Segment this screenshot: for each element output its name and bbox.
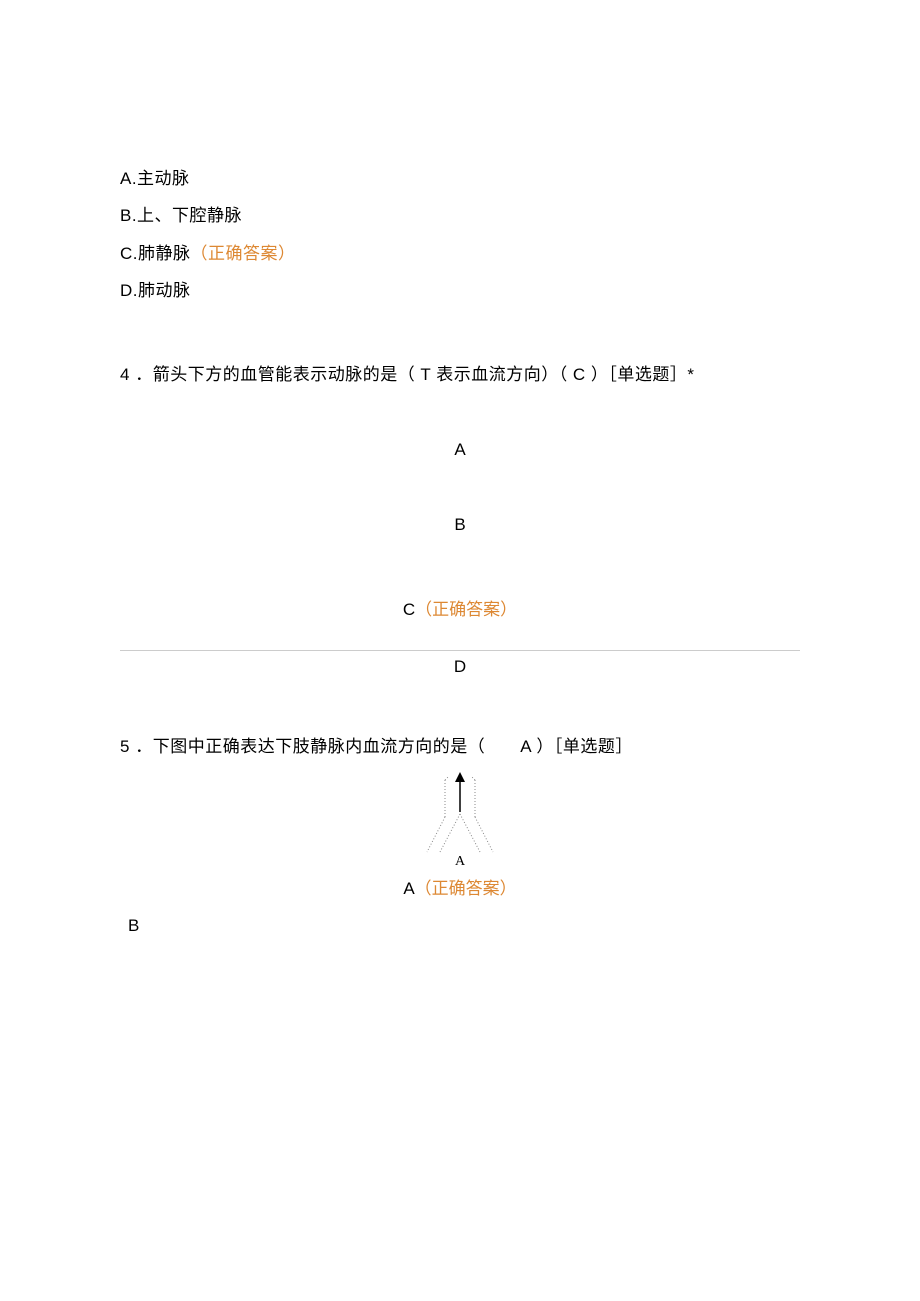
q3-option-c-text: C.肺静脉 xyxy=(120,244,191,263)
q5-option-b: B xyxy=(128,916,800,936)
q4-text: ．箭头下方的血管能表示动脉的是（ T 表示血流方向）（ C ）［单选题］* xyxy=(130,365,695,384)
q3-option-b: B.上、下腔静脉 xyxy=(120,197,800,234)
q5-option-a: A（正确答案） xyxy=(120,874,800,899)
q4-option-d: D xyxy=(120,657,800,677)
q5-stem: 5 ．下图中正确表达下肢静脉内血流方向的是（ A ）［单选题］ xyxy=(120,732,800,757)
q4-stem: 4 ．箭头下方的血管能表示动脉的是（ T 表示血流方向）（ C ）［单选题］* xyxy=(120,360,800,385)
q3-option-c: C.肺静脉（正确答案） xyxy=(120,235,800,272)
q3-option-a: A.主动脉 xyxy=(120,160,800,197)
q4-number: 4 xyxy=(120,365,130,384)
q5-number: 5 xyxy=(120,737,130,756)
q4-option-a: A xyxy=(120,440,800,460)
q4-option-b: B xyxy=(120,515,800,535)
q4-option-c: C（正确答案） xyxy=(120,595,800,620)
q3-option-d: D.肺动脉 xyxy=(120,272,800,309)
divider xyxy=(120,650,800,651)
diagram-label: A xyxy=(455,854,466,867)
q4-option-c-answer: （正确答案） xyxy=(415,600,517,619)
q5-text: ．下图中正确表达下肢静脉内血流方向的是（ A ）［单选题］ xyxy=(130,737,633,756)
q5-diagram: A xyxy=(120,772,800,872)
q3-option-c-answer: （正确答案） xyxy=(191,244,296,263)
q4-option-c-text: C xyxy=(403,600,415,619)
q5-option-a-text: A xyxy=(403,879,414,898)
q5-option-a-answer: （正确答案） xyxy=(415,879,517,898)
